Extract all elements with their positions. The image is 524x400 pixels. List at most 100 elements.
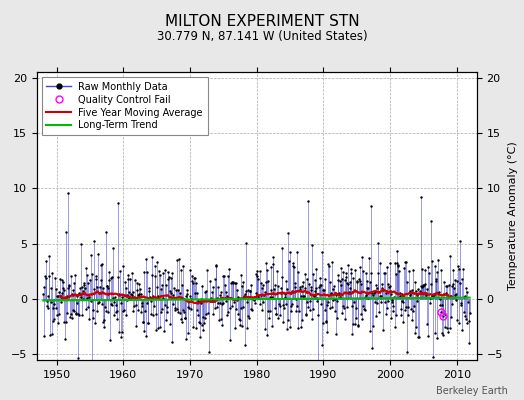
Point [337,264,345,271]
Point [157,308,165,315]
Point [381,290,390,296]
Point [42,258,50,265]
Point [319,320,328,327]
Point [355,264,364,270]
Point [44,304,52,311]
Point [402,259,410,266]
Point [341,316,349,322]
Point [454,263,462,269]
Point [161,317,170,324]
Point [433,269,441,276]
Point [155,268,163,274]
Point [137,290,145,297]
Point [359,268,367,274]
Point [246,306,255,312]
Point [334,271,343,278]
Point [268,323,276,329]
Point [139,319,147,325]
Point [396,293,404,299]
Point [124,272,133,278]
Point [193,290,202,296]
Point [423,321,431,328]
Point [363,278,371,284]
Point [347,303,356,310]
Point [452,297,460,304]
Point [190,290,199,296]
Point [412,298,421,304]
Point [40,333,48,339]
Point [390,294,398,300]
Point [357,311,365,317]
Point [261,260,270,266]
Point [335,294,344,300]
Point [263,332,271,338]
Point [115,291,123,297]
Point [309,306,318,312]
Point [106,300,115,307]
Point [347,270,355,276]
Point [179,262,188,269]
Point [367,270,375,276]
Point [274,283,282,289]
Point [361,294,369,300]
Point [75,290,84,296]
Point [462,316,471,322]
Point [374,239,382,246]
Point [275,301,283,307]
Point [265,315,273,321]
Point [118,263,127,269]
Point [314,358,322,364]
Point [48,270,57,276]
Point [53,293,61,300]
Point [41,275,50,282]
Point [308,242,316,248]
Point [174,309,182,315]
Point [427,280,435,287]
Point [337,310,346,316]
Point [223,311,232,318]
Point [59,278,67,285]
Point [221,294,230,301]
Point [120,307,128,313]
Point [449,281,457,287]
Point [376,292,384,299]
Point [122,284,130,291]
Point [312,285,320,291]
Point [130,303,138,310]
Point [60,286,68,293]
Point [195,320,204,326]
Point [264,278,272,284]
Point [363,285,372,291]
Point [368,290,377,296]
Point [196,296,205,302]
Point [45,252,53,259]
Point [350,299,358,306]
Point [53,320,62,326]
Point [173,306,181,312]
Point [50,315,59,322]
Point [293,325,302,332]
Point [254,292,262,299]
Point [161,267,169,273]
Point [217,289,225,295]
Point [379,327,387,333]
Point [183,330,192,336]
Point [176,310,184,316]
Point [59,284,68,291]
Point [256,280,265,286]
Point [352,305,361,312]
Point [100,323,108,330]
Point [249,294,258,301]
Point [94,251,103,258]
Point [251,300,259,306]
Point [60,319,69,325]
Point [247,282,255,288]
Point [409,266,418,273]
Point [191,275,199,281]
Point [68,315,76,322]
Point [80,280,89,286]
Point [43,293,52,299]
Point [424,264,432,270]
Point [343,280,352,286]
Point [148,272,157,278]
